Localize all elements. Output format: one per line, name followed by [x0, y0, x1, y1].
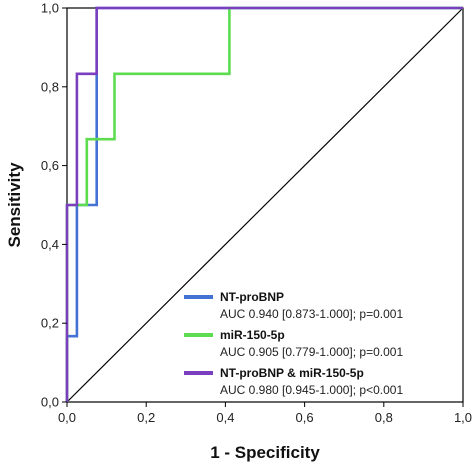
legend-auc-2: AUC 0.980 [0.945-1.000]; p<0.001 [220, 383, 403, 397]
y-tick-label: 0,6 [41, 158, 59, 173]
x-axis-title: 1 - Specificity [210, 443, 320, 462]
legend-label-0: NT-proBNP [220, 290, 284, 304]
legend-auc-1: AUC 0.905 [0.779-1.000]; p=0.001 [220, 345, 403, 359]
x-tick-label: 0,6 [296, 410, 314, 425]
x-tick-label: 1,0 [454, 410, 472, 425]
x-tick-label: 0,0 [58, 410, 76, 425]
reference-line-layer [66, 7, 464, 403]
y-axis-title: Sensitivity [5, 162, 24, 248]
y-tick-label: 0,8 [41, 79, 59, 94]
y-tick-label: 1,0 [41, 1, 59, 16]
y-tick-label: 0,2 [41, 316, 59, 331]
x-tick-label: 0,2 [137, 410, 155, 425]
series-layer [65, 6, 463, 402]
legend-auc-0: AUC 0.940 [0.873-1.000]; p=0.001 [220, 307, 403, 321]
series-line-2 [65, 6, 463, 402]
legend-label-2: NT-proBNP & miR-150-5p [220, 366, 364, 380]
y-tick-label: 0,4 [41, 237, 59, 252]
y-tick-label: 0,0 [41, 395, 59, 410]
legend-label-1: miR-150-5p [220, 328, 285, 342]
x-tick-label: 0,8 [375, 410, 393, 425]
x-tick-label: 0,4 [216, 410, 234, 425]
reference-diagonal-line [66, 7, 464, 403]
tick-layer: 0,0 0,2 0,4 0,6 0,8 1,0 0,0 0,2 0,4 0,6 0,8 1,0 [41, 1, 472, 426]
legend: NT-proBNP AUC 0.940 [0.873-1.000]; p=0.00… [184, 290, 403, 397]
